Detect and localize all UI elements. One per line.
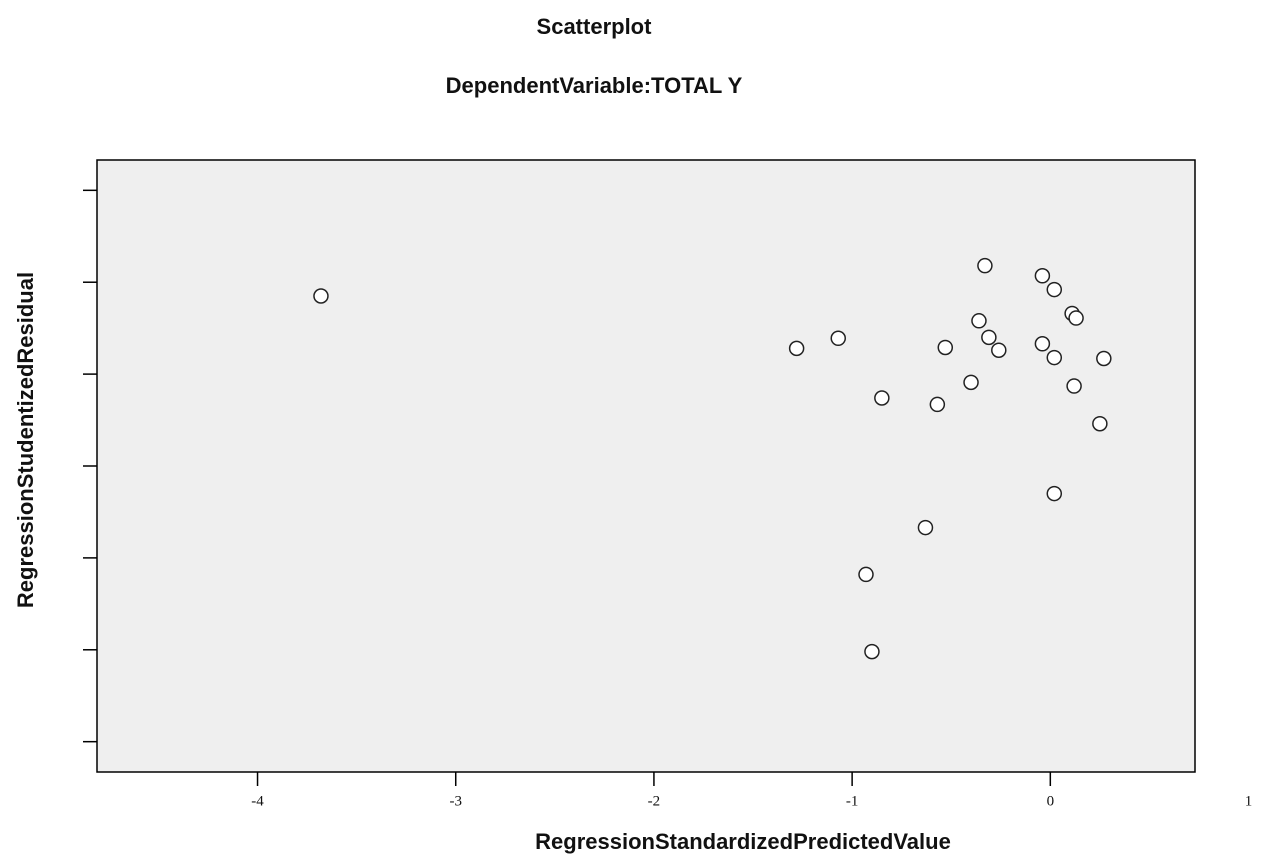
- point: [1047, 351, 1061, 365]
- point: [865, 645, 879, 659]
- point: [1097, 351, 1111, 365]
- point: [1035, 337, 1049, 351]
- point: [790, 341, 804, 355]
- x-tick-label: -4: [251, 793, 264, 809]
- x-axis-label: RegressionStandardizedPredictedValue: [535, 829, 951, 854]
- x-tick-label: -3: [449, 793, 462, 809]
- point: [1047, 283, 1061, 297]
- point: [314, 289, 328, 303]
- x-tick-label: -2: [648, 793, 661, 809]
- point: [831, 331, 845, 345]
- x-tick-label: 1: [1245, 793, 1253, 809]
- y-axis-label: RegressionStudentizedResidual: [13, 272, 38, 608]
- x-tick-label: -1: [846, 793, 859, 809]
- point: [1069, 311, 1083, 325]
- point: [982, 330, 996, 344]
- chart: Scatterplot DependentVariable:TOTAL Y Re…: [0, 0, 1262, 858]
- plot-area: [97, 160, 1195, 772]
- point: [1067, 379, 1081, 393]
- page: {"chart_data": {"type": "scatter", "titl…: [0, 0, 1262, 858]
- point: [918, 521, 932, 535]
- chart-title: Scatterplot: [537, 14, 653, 39]
- point: [1035, 269, 1049, 283]
- point: [972, 314, 986, 328]
- point: [875, 391, 889, 405]
- point: [930, 397, 944, 411]
- point: [938, 340, 952, 354]
- chart-subtitle: DependentVariable:TOTAL Y: [446, 73, 743, 98]
- point: [992, 343, 1006, 357]
- point: [1093, 417, 1107, 431]
- point: [978, 259, 992, 273]
- point: [964, 375, 978, 389]
- point: [1047, 487, 1061, 501]
- point: [859, 567, 873, 581]
- x-tick-label: 0: [1047, 793, 1055, 809]
